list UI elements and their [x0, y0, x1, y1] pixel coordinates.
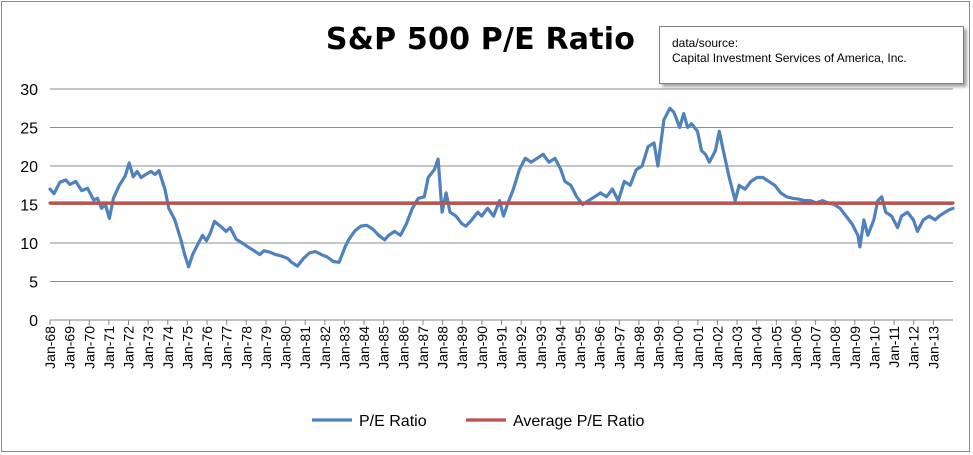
- x-tick-label: Jan-82: [317, 326, 333, 369]
- x-tick-label: Jan-00: [670, 326, 686, 369]
- x-tick-label: Jan-94: [552, 326, 568, 369]
- x-tick-label: Jan-69: [62, 326, 78, 369]
- x-tick-label: Jan-01: [690, 326, 706, 369]
- x-tick-label: Jan-74: [160, 326, 176, 369]
- x-tick-label: Jan-11: [886, 326, 902, 368]
- x-tick-label: Jan-06: [788, 326, 804, 369]
- legend-label-pe-ratio: P/E Ratio: [359, 413, 427, 430]
- x-tick-label: Jan-75: [179, 326, 195, 369]
- x-tick-label: Jan-78: [238, 326, 254, 369]
- source-note-box: data/source: Capital Investment Services…: [659, 26, 964, 84]
- x-tick-label: Jan-88: [435, 326, 451, 369]
- source-note-line-2: Capital Investment Services of America, …: [672, 51, 907, 65]
- x-tick-label: Jan-91: [494, 326, 510, 369]
- x-tick-label: Jan-83: [336, 326, 352, 369]
- x-tick-label: Jan-81: [297, 326, 313, 369]
- x-tick-label: Jan-73: [140, 326, 156, 369]
- y-tick-label: 15: [20, 198, 38, 215]
- y-tick-label: 30: [20, 82, 38, 99]
- x-tick-label: Jan-12: [906, 326, 922, 369]
- x-tick-label: Jan-87: [415, 326, 431, 369]
- x-tick-label: Jan-10: [866, 326, 882, 369]
- x-tick-label: Jan-85: [376, 326, 392, 369]
- x-tick-label: Jan-07: [808, 326, 824, 369]
- pe-ratio-line: [48, 106, 955, 269]
- x-tick-label: Jan-02: [709, 326, 725, 369]
- x-tick-label: Jan-95: [572, 326, 588, 369]
- x-tick-label: Jan-03: [729, 326, 745, 369]
- x-tick-label: Jan-77: [219, 326, 235, 369]
- x-tick-label: Jan-72: [121, 326, 137, 369]
- x-tick-label: Jan-86: [395, 326, 411, 369]
- x-tick-label: Jan-76: [199, 326, 215, 369]
- x-tick-label: Jan-79: [258, 326, 274, 369]
- x-tick-label: Jan-71: [101, 326, 117, 369]
- x-tick-label: Jan-04: [749, 326, 765, 369]
- x-tick-label: Jan-96: [592, 326, 608, 369]
- y-tick-label: 10: [20, 236, 38, 253]
- legend-label-average-pe: Average P/E Ratio: [513, 413, 644, 430]
- y-tick-label: 5: [29, 275, 38, 292]
- x-tick-label: Jan-13: [925, 326, 941, 369]
- x-tick-label: Jan-70: [81, 326, 97, 369]
- x-tick-label: Jan-92: [513, 326, 529, 369]
- chart-title: S&P 500 P/E Ratio: [325, 22, 636, 57]
- x-tick-label: Jan-89: [454, 326, 470, 369]
- x-tick-label: Jan-93: [533, 326, 549, 369]
- x-tick-label: Jan-80: [278, 326, 294, 369]
- x-tick-label: Jan-84: [356, 326, 372, 369]
- x-tick-label: Jan-68: [42, 326, 58, 369]
- y-tick-label: 20: [20, 159, 38, 176]
- x-tick-label: Jan-98: [631, 326, 647, 369]
- x-tick-label: Jan-09: [847, 326, 863, 369]
- y-tick-label: 25: [20, 121, 38, 138]
- x-tick-label: Jan-97: [611, 326, 627, 369]
- source-note-line-1: data/source:: [672, 36, 739, 50]
- x-tick-label: Jan-90: [474, 326, 490, 369]
- x-tick-label: Jan-99: [651, 326, 667, 369]
- x-tick-label: Jan-05: [768, 326, 784, 369]
- y-tick-label: 0: [29, 313, 38, 330]
- x-tick-label: Jan-08: [827, 326, 843, 369]
